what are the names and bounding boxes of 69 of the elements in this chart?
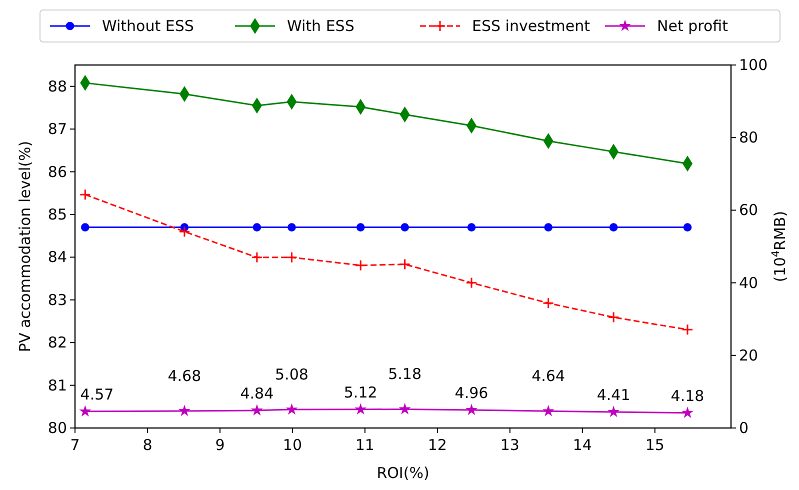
point <box>542 404 554 416</box>
y-tick-label: 87 <box>48 120 67 138</box>
point <box>608 312 620 324</box>
point <box>681 406 694 418</box>
data-label: 4.84 <box>240 384 274 402</box>
y2-tick-label: 20 <box>739 346 758 364</box>
point <box>250 404 263 416</box>
point <box>252 223 262 232</box>
point <box>608 406 620 418</box>
point <box>544 223 553 232</box>
point <box>251 252 263 264</box>
y-tick-label: 81 <box>48 376 67 394</box>
point <box>354 403 367 415</box>
legend-label: With ESS <box>287 17 354 35</box>
x-tick-label: 10 <box>282 436 302 454</box>
point <box>286 403 298 415</box>
y-tick-label: 86 <box>48 162 67 181</box>
x-tick-label: 12 <box>428 436 447 454</box>
y-tick-label: 83 <box>48 290 67 309</box>
legend-label: Without ESS <box>102 17 194 35</box>
x-tick-label: 7 <box>70 436 80 454</box>
x-tick-label: 9 <box>215 436 225 454</box>
y2-tick-label: 80 <box>739 128 758 147</box>
x-tick-label: 8 <box>142 436 152 454</box>
y-tick-label: 88 <box>48 77 67 96</box>
data-label: 4.96 <box>454 384 488 402</box>
point <box>609 223 618 232</box>
legend-label: Net profit <box>657 17 728 35</box>
point <box>288 223 296 232</box>
data-label: 4.68 <box>168 367 202 386</box>
x-axis-title: ROI(%) <box>376 464 430 482</box>
point <box>465 404 478 416</box>
x-tick-label: 15 <box>645 436 664 454</box>
y2-tick-label: 100 <box>739 56 768 74</box>
point <box>466 277 478 289</box>
point <box>354 260 366 272</box>
point <box>80 223 90 232</box>
y-tick-label: 80 <box>48 419 67 437</box>
data-label: 5.18 <box>388 365 422 384</box>
point <box>356 223 365 232</box>
x-tick-label: 14 <box>572 436 592 454</box>
point <box>542 297 554 309</box>
data-label: 4.64 <box>532 367 566 386</box>
legend-label: ESS investment <box>472 17 590 35</box>
point <box>683 223 692 232</box>
y-tick-label: 84 <box>48 248 67 266</box>
point <box>79 405 92 417</box>
data-label: 4.41 <box>596 386 630 404</box>
data-label: 4.18 <box>670 386 704 405</box>
y2-tick-label: 0 <box>739 419 749 437</box>
point <box>178 226 190 238</box>
point <box>400 223 409 232</box>
point <box>79 188 91 200</box>
y2-tick-label: 40 <box>739 274 758 292</box>
x-tick-label: 13 <box>500 436 520 454</box>
point <box>467 223 476 232</box>
data-label: 4.57 <box>80 385 114 404</box>
data-label: 5.12 <box>344 383 378 402</box>
point <box>399 258 411 270</box>
point <box>398 402 411 414</box>
point <box>682 324 694 336</box>
y-axis-title: PV accommodation level(%) <box>16 140 34 352</box>
y2-tick-label: 60 <box>739 201 758 220</box>
y-tick-label: 82 <box>48 334 67 352</box>
data-label: 5.08 <box>275 366 308 384</box>
x-tick-label: 11 <box>355 436 374 454</box>
point <box>286 252 298 264</box>
point <box>178 404 190 416</box>
y-tick-label: 85 <box>48 205 67 224</box>
